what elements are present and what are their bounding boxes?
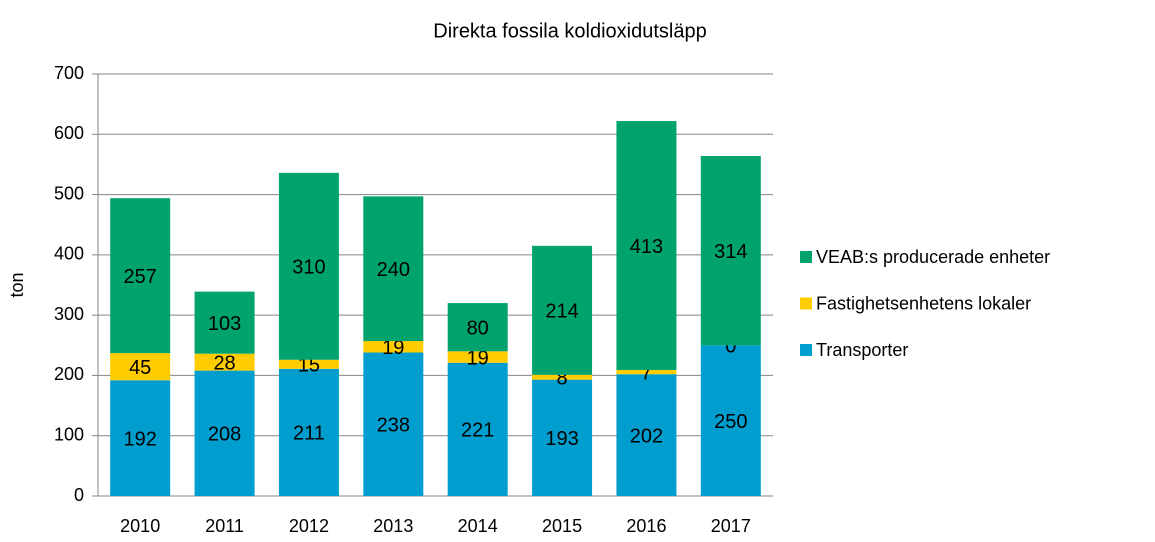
data-label: 7: [641, 362, 652, 384]
legend-swatch: [800, 251, 812, 263]
y-tick-label: 500: [54, 183, 84, 203]
data-label: 250: [714, 411, 747, 433]
data-label: 238: [377, 415, 410, 437]
bar-segment: [532, 245, 593, 375]
x-tick-label: 2010: [120, 516, 160, 536]
x-tick-label: 2014: [458, 516, 498, 536]
data-label: 208: [208, 424, 241, 446]
bar-segment: [700, 345, 761, 496]
bar-segment: [363, 196, 424, 342]
data-label: 310: [292, 257, 325, 279]
y-tick-label: 400: [54, 244, 84, 264]
data-label: 257: [124, 266, 157, 288]
bar-segment: [194, 291, 255, 354]
x-tick-label: 2017: [711, 516, 751, 536]
bar-segment: [532, 374, 593, 380]
legend-swatch: [800, 297, 812, 310]
data-label: 45: [129, 357, 151, 379]
data-label: 8: [557, 368, 568, 390]
data-label: 80: [467, 317, 489, 339]
legend-swatch: [800, 344, 812, 356]
bar-segment: [447, 362, 508, 496]
data-label: 240: [377, 259, 410, 281]
x-tick-label: 2015: [542, 516, 582, 536]
data-label: 15: [298, 355, 320, 377]
data-label: 192: [124, 428, 157, 450]
bar-segment: [616, 121, 677, 371]
bar-segment: [110, 353, 171, 381]
x-tick-label: 2012: [289, 516, 329, 536]
legend-label: Transporter: [816, 340, 908, 360]
x-tick-label: 2016: [626, 516, 666, 536]
bar-segment: [110, 380, 171, 496]
data-label: 214: [545, 301, 578, 323]
x-tick-label: 2013: [373, 516, 413, 536]
y-axis-label: ton: [7, 272, 27, 297]
data-label: 193: [545, 428, 578, 450]
data-label: 19: [382, 337, 404, 359]
data-label: 413: [630, 236, 663, 258]
bar-segment: [278, 368, 339, 496]
data-label: 211: [293, 423, 325, 445]
bar-segment: [447, 351, 508, 363]
data-label: 202: [630, 425, 663, 447]
chart-title: Direkta fossila koldioxidutsläpp: [433, 20, 706, 42]
data-label: 19: [467, 347, 489, 369]
data-label: 103: [208, 313, 241, 335]
data-label: 314: [714, 241, 747, 263]
data-label: 0: [725, 336, 736, 358]
data-label: 221: [461, 420, 494, 442]
bar-segment: [363, 352, 424, 496]
bar-segment: [447, 303, 508, 352]
bar-segment: [700, 155, 761, 346]
bar-segment: [363, 341, 424, 353]
bar-segment: [110, 198, 171, 354]
y-tick-label: 200: [54, 364, 84, 384]
bar-segment: [278, 172, 339, 360]
bar-segment: [532, 379, 593, 496]
y-tick-label: 600: [54, 123, 84, 143]
x-tick-label: 2011: [205, 516, 244, 536]
y-tick-label: 300: [54, 304, 84, 324]
y-tick-label: 100: [54, 424, 84, 444]
bar-segment: [616, 374, 677, 496]
bar-segment: [616, 370, 677, 375]
bar-segment: [194, 370, 255, 496]
legend-label: Fastighetsenhetens lokaler: [816, 293, 1031, 313]
bar-segment: [194, 353, 255, 371]
data-label: 28: [213, 352, 235, 374]
y-tick-label: 0: [74, 485, 84, 505]
legend-label: VEAB:s producerade enheter: [816, 247, 1050, 267]
y-tick-label: 700: [54, 63, 84, 83]
bar-segment: [278, 359, 339, 369]
